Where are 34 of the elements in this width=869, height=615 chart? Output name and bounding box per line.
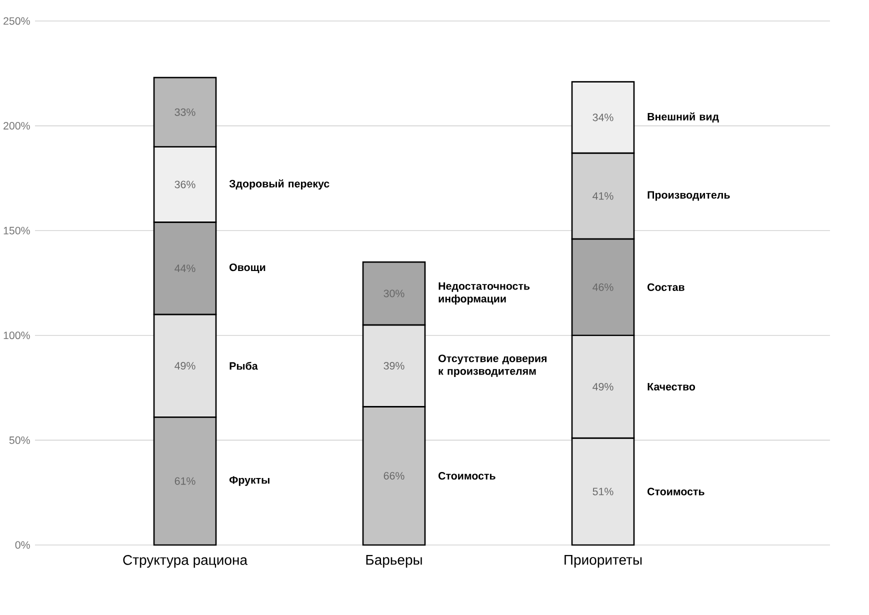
y-tick-label: 250%: [4, 17, 30, 25]
x-tick-label: Приоритеты: [564, 555, 642, 568]
data-label: 51%: [592, 488, 614, 496]
data-label: 44%: [174, 264, 196, 272]
y-tick-label: 50%: [9, 436, 30, 444]
data-label: 33%: [174, 108, 196, 116]
x-tick-label: Барьеры: [366, 555, 422, 568]
series-label: Внешний вид: [648, 112, 719, 122]
series-label: Производитель: [648, 191, 730, 201]
series-label: Качество: [648, 383, 696, 390]
data-label: 49%: [592, 382, 614, 391]
series-label: Овощи: [230, 264, 266, 274]
series-label: Фрукты: [229, 476, 270, 486]
y-tick-label: 200%: [4, 122, 30, 130]
data-label: 41%: [592, 192, 614, 200]
data-label: 61%: [174, 477, 196, 485]
series-label: Рыба: [230, 362, 258, 370]
data-label: 49%: [174, 362, 196, 370]
y-tick-label: 100%: [4, 332, 30, 340]
y-tick-label: 150%: [4, 226, 30, 234]
data-label: 34%: [592, 114, 614, 122]
data-label: 39%: [384, 362, 404, 370]
data-label: 30%: [384, 290, 404, 298]
data-label: 66%: [384, 472, 404, 480]
series-label: Состав: [648, 283, 684, 291]
series-label: Здоровый перекус: [229, 179, 330, 190]
series-label: Стоимость: [438, 472, 496, 480]
x-tick-label: Структура рациона: [123, 555, 248, 568]
y-tick-label: 0%: [15, 541, 30, 549]
series-label: Отсутствие доверия к производителям: [438, 354, 546, 377]
data-label: 36%: [174, 180, 196, 188]
series-label: Недостаточность информации: [438, 282, 530, 305]
data-label: 46%: [592, 283, 614, 291]
series-label: Стоимость: [648, 488, 704, 496]
